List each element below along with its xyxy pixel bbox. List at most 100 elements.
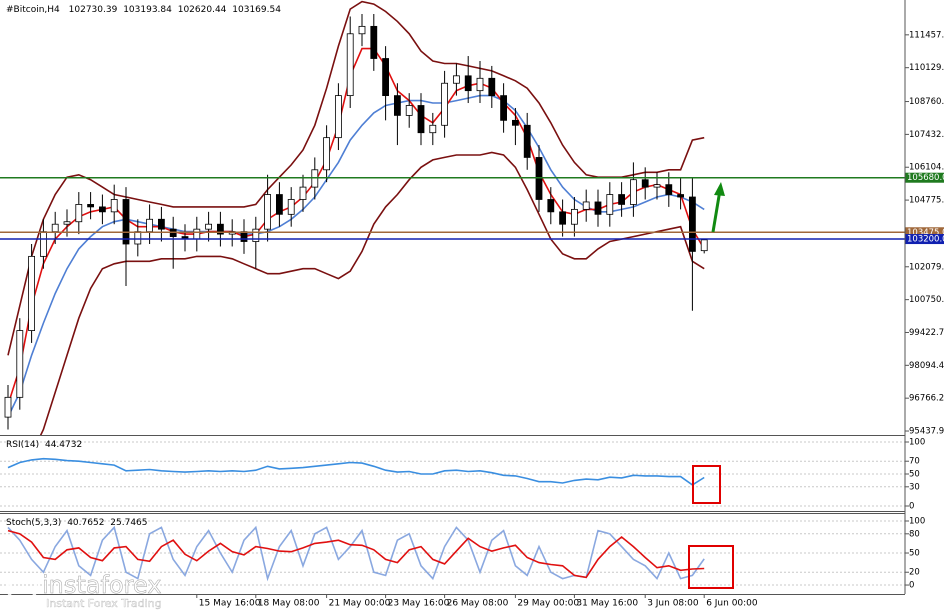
stoch-title: Stoch(5,3,3) 40.7652 25.7465 (6, 518, 148, 528)
candle-body (547, 199, 555, 213)
y-tick-label: 20 (909, 568, 920, 578)
level-tag (905, 234, 944, 245)
x-tick-label: 26 May 08:00 (447, 599, 509, 609)
watermark: instaforex Instant Forex Trading (6, 571, 162, 610)
candle-body (677, 194, 684, 198)
candle-body (606, 194, 614, 215)
candle-body (264, 194, 272, 230)
candle-body (110, 199, 118, 213)
y-tick-label: 95437.9 (909, 427, 944, 437)
candle-body (75, 204, 83, 223)
candle-body (51, 223, 59, 233)
candle-body (523, 124, 531, 158)
ohlc-high: 103193.84 (123, 5, 172, 15)
candle-body (393, 95, 401, 116)
candle-body (630, 179, 637, 205)
candle-body (252, 228, 260, 242)
y-tick-label: 0 (909, 581, 914, 591)
annotation-arrow (711, 189, 722, 233)
symbol: #Bitcoin,H4 (6, 5, 60, 15)
stoch-signal-value: 25.7465 (110, 518, 147, 528)
candle-body (653, 184, 661, 188)
indicator-line (7, 457, 705, 486)
annotation-box (688, 545, 734, 589)
y-tick-label: 70 (909, 457, 920, 467)
candle-body (429, 124, 437, 134)
level-tag (905, 172, 944, 183)
candle-body (559, 211, 566, 225)
panel (4, 0, 708, 435)
x-tick-label: 23 May 16:00 (388, 599, 450, 609)
level-label: 105680.0 (907, 173, 944, 183)
x-tick-label: 3 Jun 08:00 (647, 599, 699, 609)
rsi-title: RSI(14) 44.4732 (6, 440, 82, 450)
panel (0, 520, 905, 586)
y-tick-label: 98094.4 (909, 361, 944, 371)
candle-body (323, 137, 331, 171)
y-tick-label: 102079. (909, 262, 944, 272)
y-tick-label: 96766.2 (909, 394, 944, 404)
level-label: 103475.0 (907, 228, 944, 238)
candle-body (99, 206, 106, 213)
candle-body (618, 194, 625, 205)
candle-body (157, 218, 165, 230)
candle-body (452, 75, 460, 84)
candle-body (382, 58, 390, 97)
candle-body (476, 77, 484, 92)
ohlc-close: 103169.54 (232, 5, 281, 15)
y-tick-label: 30 (909, 482, 920, 492)
y-tick-label: 111457.4 (909, 30, 944, 40)
overlay-line (39, 151, 705, 435)
logo-name: instaforex (42, 571, 162, 599)
candle-body (334, 95, 342, 139)
candle-body (689, 196, 696, 252)
logo-tagline: Instant Forex Trading (46, 597, 162, 610)
indicator-line (7, 529, 705, 579)
stoch-main-value: 40.7652 (67, 518, 104, 528)
rsi-name: RSI(14) (6, 440, 39, 450)
y-tick-label: 100 (909, 438, 925, 448)
level-label: 103200.0 (907, 235, 944, 245)
candle-body (405, 105, 413, 116)
candle-body (358, 25, 366, 35)
candle-body (641, 179, 649, 188)
annotation-arrow-head (714, 182, 725, 196)
candle-body (193, 228, 201, 240)
candle-body (571, 208, 578, 225)
y-tick-label: 80 (909, 529, 920, 539)
panel (0, 441, 905, 507)
candle-body (700, 239, 708, 252)
y-tick-label: 50 (909, 470, 920, 480)
candle-body (63, 221, 71, 225)
y-tick-label: 50 (909, 549, 920, 559)
x-tick-label: 21 May 00:00 (329, 599, 391, 609)
candle-body (441, 82, 449, 126)
candle-body (87, 204, 94, 208)
candle-body (500, 95, 508, 121)
x-tick-label: 15 May 16:00 (199, 599, 261, 609)
y-tick-label: 100750. (909, 295, 944, 305)
candle-body (582, 201, 590, 210)
x-tick-label: 31 May 16:00 (576, 599, 638, 609)
y-tick-label: 100 (909, 517, 925, 527)
candle-body (28, 255, 36, 331)
candle-body (417, 105, 425, 134)
y-tick-label: 110129. (909, 63, 944, 73)
candle-body (594, 201, 602, 215)
candle-body (287, 199, 295, 215)
candle-body (240, 231, 248, 242)
y-tick-label: 0 (909, 502, 914, 512)
annotation-box (692, 465, 721, 504)
y-tick-label: 106104. (909, 163, 944, 173)
candle-body (4, 396, 12, 418)
y-tick-label: 107432. (909, 130, 944, 140)
candle-body (275, 194, 283, 215)
candle-body (146, 218, 154, 233)
candle-body (512, 119, 519, 126)
indicator-line (7, 525, 705, 582)
x-tick-label: 29 May 00:00 (517, 599, 579, 609)
candle-body (464, 75, 472, 92)
x-tick-label: 6 Jun 00:00 (706, 599, 758, 609)
